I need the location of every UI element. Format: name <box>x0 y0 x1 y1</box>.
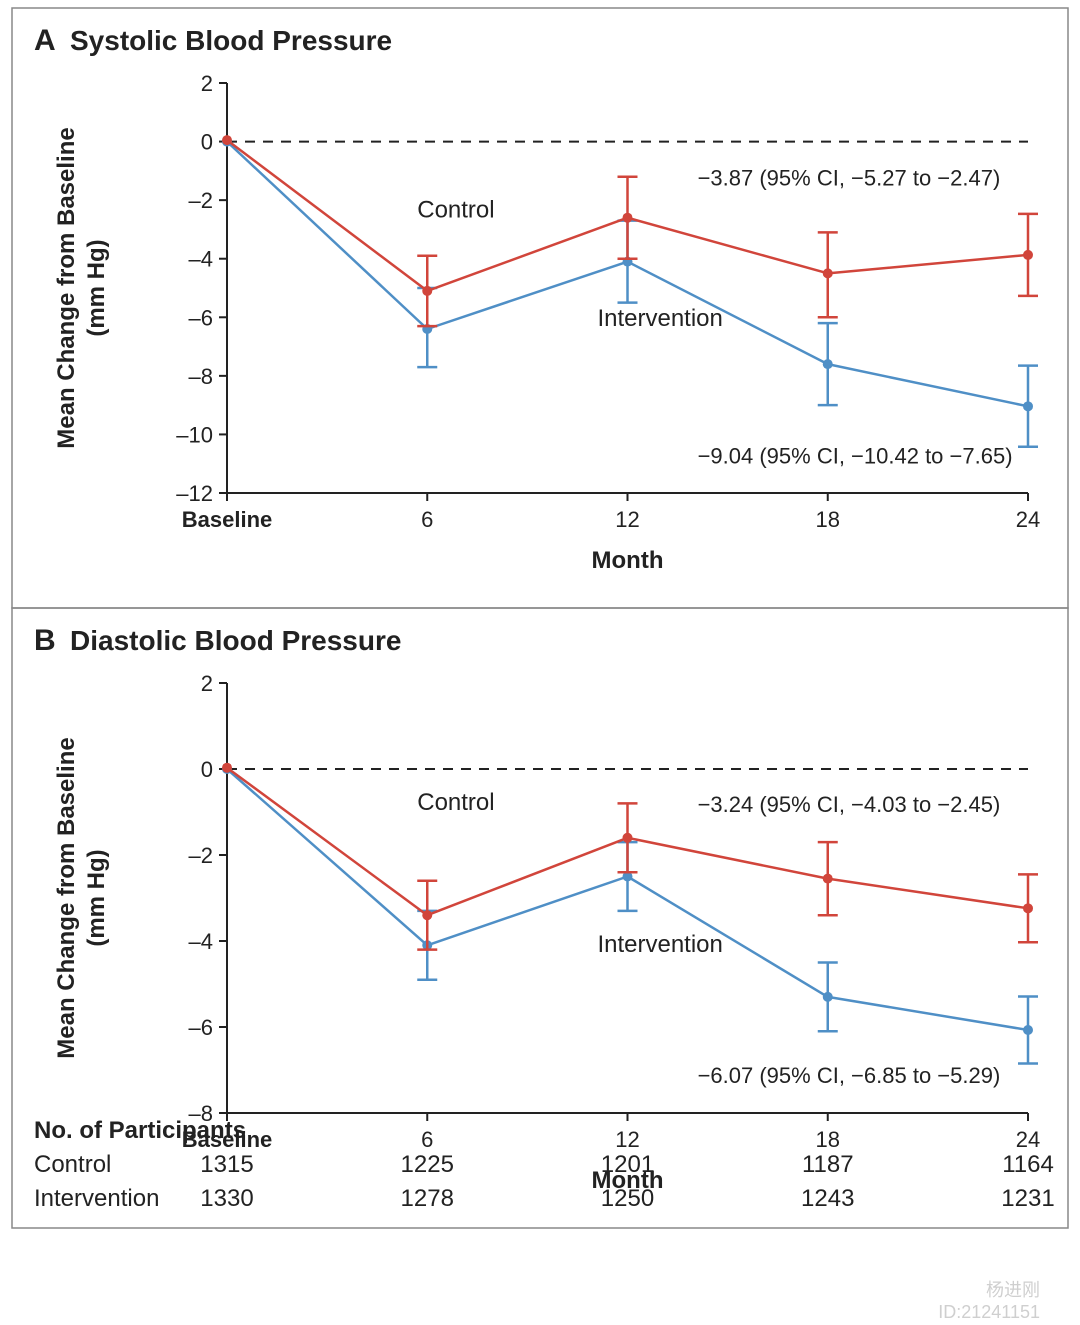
svg-text:Baseline: Baseline <box>182 507 273 532</box>
svg-text:1225: 1225 <box>401 1151 454 1178</box>
svg-text:Month: Month <box>592 547 664 574</box>
svg-text:Intervention: Intervention <box>597 931 722 958</box>
svg-text:0: 0 <box>201 130 213 155</box>
svg-text:–4: –4 <box>189 929 213 954</box>
svg-text:0: 0 <box>201 757 213 782</box>
svg-text:2: 2 <box>201 71 213 96</box>
svg-text:1330: 1330 <box>200 1185 253 1212</box>
svg-text:–4: –4 <box>189 247 213 272</box>
svg-text:1201: 1201 <box>601 1151 654 1178</box>
svg-text:24: 24 <box>1016 507 1040 532</box>
svg-text:1187: 1187 <box>802 1151 854 1178</box>
svg-text:–2: –2 <box>189 843 213 868</box>
svg-text:12: 12 <box>615 507 639 532</box>
svg-text:A: A <box>34 24 56 57</box>
svg-text:–10: –10 <box>176 422 213 447</box>
svg-text:ID:21241151: ID:21241151 <box>938 1302 1040 1322</box>
figure-svg: A Systolic Blood Pressure 2 0 –2 –4 –6 –8 –10 –12… <box>0 0 1080 1325</box>
svg-text:Intervention: Intervention <box>34 1185 159 1212</box>
svg-text:(mm Hg): (mm Hg) <box>83 239 110 336</box>
svg-text:6: 6 <box>421 1127 433 1152</box>
svg-text:2: 2 <box>201 671 213 696</box>
svg-text:(mm Hg): (mm Hg) <box>83 849 110 946</box>
svg-text:6: 6 <box>421 507 433 532</box>
svg-text:–6: –6 <box>189 305 213 330</box>
svg-text:18: 18 <box>816 507 840 532</box>
svg-text:−6.07 (95% CI, −6.85 to −5.29): −6.07 (95% CI, −6.85 to −5.29) <box>698 1063 1001 1088</box>
svg-text:1278: 1278 <box>401 1185 454 1212</box>
svg-text:1231: 1231 <box>1001 1185 1054 1212</box>
svg-text:Control: Control <box>417 197 494 224</box>
svg-text:−9.04 (95% CI, −10.42 to −7.65: −9.04 (95% CI, −10.42 to −7.65) <box>698 444 1013 469</box>
svg-text:1164: 1164 <box>1002 1151 1054 1178</box>
svg-text:–6: –6 <box>189 1015 213 1040</box>
svg-text:1250: 1250 <box>601 1185 654 1212</box>
svg-text:18: 18 <box>816 1127 840 1152</box>
svg-text:No. of Participants: No. of Participants <box>34 1117 246 1144</box>
svg-text:1243: 1243 <box>801 1185 854 1212</box>
svg-text:–12: –12 <box>176 481 213 506</box>
svg-text:Intervention: Intervention <box>597 305 722 332</box>
svg-text:B: B <box>34 624 56 657</box>
svg-text:Mean Change from Baseline: Mean Change from Baseline <box>53 127 80 448</box>
svg-text:Diastolic Blood Pressure: Diastolic Blood Pressure <box>70 625 401 656</box>
svg-text:Control: Control <box>34 1151 111 1178</box>
svg-text:Systolic Blood Pressure: Systolic Blood Pressure <box>70 25 392 56</box>
svg-text:Control: Control <box>417 789 494 816</box>
svg-text:−3.24 (95% CI, −4.03 to −2.45): −3.24 (95% CI, −4.03 to −2.45) <box>698 792 1001 817</box>
svg-text:24: 24 <box>1016 1127 1040 1152</box>
svg-text:12: 12 <box>615 1127 639 1152</box>
svg-text:Mean Change from Baseline: Mean Change from Baseline <box>53 737 80 1058</box>
svg-text:–2: –2 <box>189 188 213 213</box>
svg-text:−3.87 (95% CI, −5.27 to −2.47): −3.87 (95% CI, −5.27 to −2.47) <box>698 166 1001 191</box>
svg-text:1315: 1315 <box>200 1151 253 1178</box>
svg-text:–8: –8 <box>189 364 213 389</box>
svg-text:杨进刚: 杨进刚 <box>986 1280 1040 1300</box>
